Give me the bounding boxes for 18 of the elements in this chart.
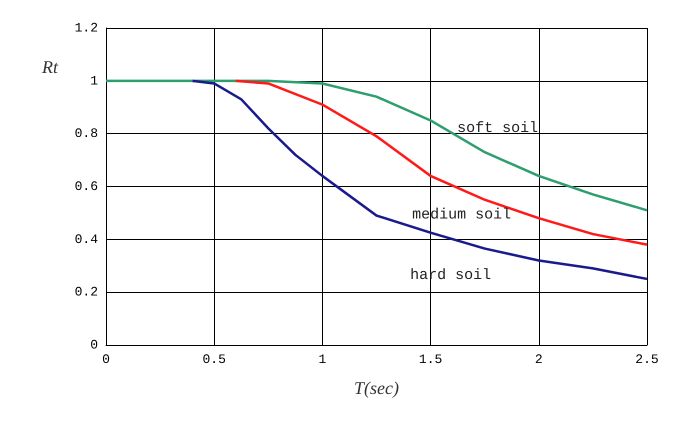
y-axis-title: Rt — [41, 57, 59, 77]
x-tick-label: 0 — [102, 352, 110, 367]
x-tick-label: 0.5 — [202, 352, 226, 367]
y-tick-label: 0.2 — [74, 284, 98, 300]
line-series — [191, 80, 648, 280]
series-label: soft soil — [457, 120, 538, 137]
y-tick-label: 0.4 — [74, 232, 98, 247]
x-tick-label: 1 — [318, 352, 326, 367]
y-tick-label: 0 — [90, 338, 98, 352]
line-series — [234, 80, 648, 246]
y-tick-label: 0.8 — [74, 126, 98, 142]
x-axis-title: T(sec) — [354, 378, 399, 398]
y-tick-label: 1 — [90, 73, 98, 88]
y-tick-label: 0.6 — [74, 179, 98, 194]
y-tick-label: 1.2 — [74, 20, 98, 36]
x-tick-label: 2.5 — [635, 352, 659, 367]
x-tick-label: 2 — [534, 352, 543, 367]
x-tick-label: 1.5 — [418, 352, 442, 367]
